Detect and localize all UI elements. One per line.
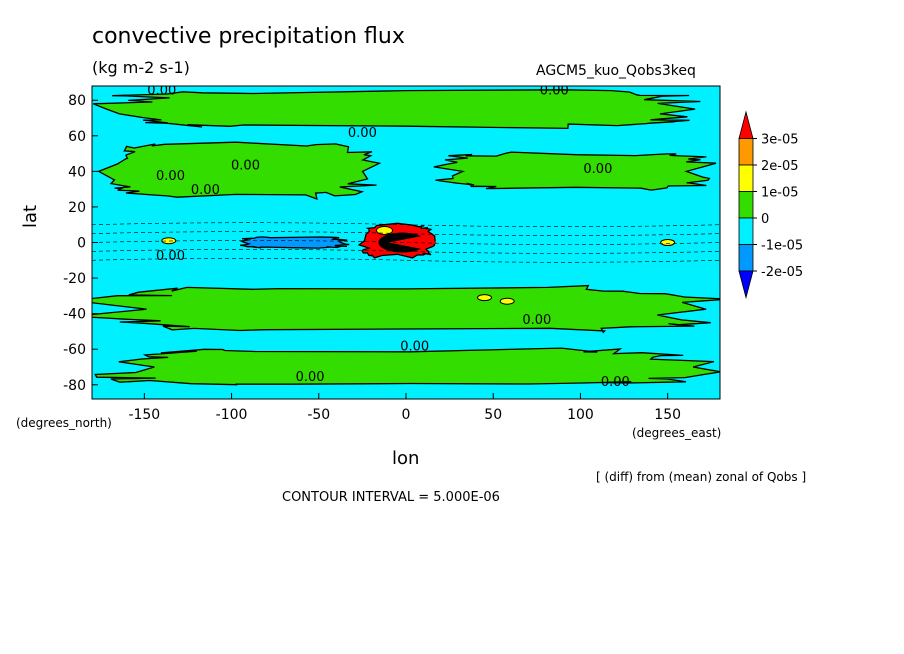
contour-label: 0.00	[296, 370, 325, 385]
colorbar-label: 3e-05	[761, 133, 799, 148]
dataset-label: AGCM5_kuo_Qobs3keq	[536, 63, 696, 79]
colorbar-swatch	[738, 244, 754, 272]
colorbar-label: 0	[761, 212, 769, 227]
colorbar-swatch	[738, 110, 754, 139]
contour-label: 0.00	[583, 162, 612, 177]
contour-interval: CONTOUR INTERVAL = 5.000E-06	[282, 490, 500, 505]
y-tick-label: -40	[63, 307, 86, 323]
x-tick-label: 150	[654, 407, 681, 423]
contour-label: 0.00	[231, 158, 260, 173]
field-region	[92, 89, 701, 130]
y-tick-label: 60	[68, 129, 86, 145]
negative-contour	[92, 222, 720, 228]
x-axis-label: lon	[392, 448, 420, 469]
contour-label: 0.00	[147, 84, 176, 99]
contour-label: 0.00	[191, 183, 220, 198]
colorbar-label: -1e-05	[761, 239, 803, 254]
x-tick-label: 0	[402, 407, 411, 423]
contour-label: 0.00	[348, 126, 377, 141]
y-tick-label: -80	[63, 378, 86, 394]
colorbar-label: 1e-05	[761, 186, 799, 201]
x-axis-units: (degrees_east)	[632, 426, 722, 440]
footnote: [ (diff) from (mean) zonal of Qobs ]	[596, 470, 807, 484]
x-tick-label: 100	[567, 407, 594, 423]
contour-label: 0.00	[540, 84, 569, 99]
field-region	[660, 239, 676, 246]
contour-label: 0.00	[156, 169, 185, 184]
colorbar-label: -2e-05	[761, 265, 803, 280]
negative-contour	[92, 249, 720, 254]
contour-label: 0.00	[601, 375, 630, 390]
field-layer: 0.00 0.00 0.00 0.00 0.00 0.00 0.00 0.00 0.00 0.00…	[92, 84, 720, 390]
field-region	[92, 284, 720, 334]
chart-units: (kg m-2 s-1)	[92, 58, 190, 77]
y-tick-label: -20	[63, 271, 86, 287]
contour-label: 0.00	[400, 340, 429, 355]
colorbar-swatch	[738, 217, 754, 245]
x-tick-label: -100	[216, 407, 248, 423]
field-region	[499, 297, 515, 305]
x-tick-label: -50	[307, 407, 330, 423]
x-tick-label: 50	[484, 407, 502, 423]
colorbar-swatch	[738, 270, 754, 300]
field-region	[376, 226, 394, 235]
chart-title: convective precipitation flux	[92, 24, 405, 49]
field-region	[239, 236, 350, 249]
colorbar-swatch	[738, 164, 754, 192]
negative-contour	[92, 257, 720, 263]
y-axis-units: (degrees_north)	[16, 416, 112, 430]
x-tick-label: -150	[128, 407, 160, 423]
y-tick-label: 80	[68, 93, 86, 109]
y-tick-label: -60	[63, 342, 86, 358]
y-tick-label: 20	[68, 200, 86, 216]
y-tick-label: 40	[68, 164, 86, 180]
field-region	[94, 347, 720, 386]
field-region	[97, 141, 382, 201]
field-region	[477, 294, 492, 302]
colorbar-swatch	[738, 191, 754, 219]
field-region	[433, 151, 717, 191]
negative-contour	[92, 231, 720, 236]
negative-contour	[92, 240, 720, 245]
contour-label: 0.00	[522, 313, 551, 328]
contour-label: 0.00	[156, 249, 185, 264]
colorbar-swatch	[738, 138, 754, 166]
colorbar-label: 2e-05	[761, 159, 799, 174]
y-tick-label: 0	[77, 236, 86, 252]
field-max-core	[388, 235, 437, 250]
field-region	[161, 237, 177, 245]
